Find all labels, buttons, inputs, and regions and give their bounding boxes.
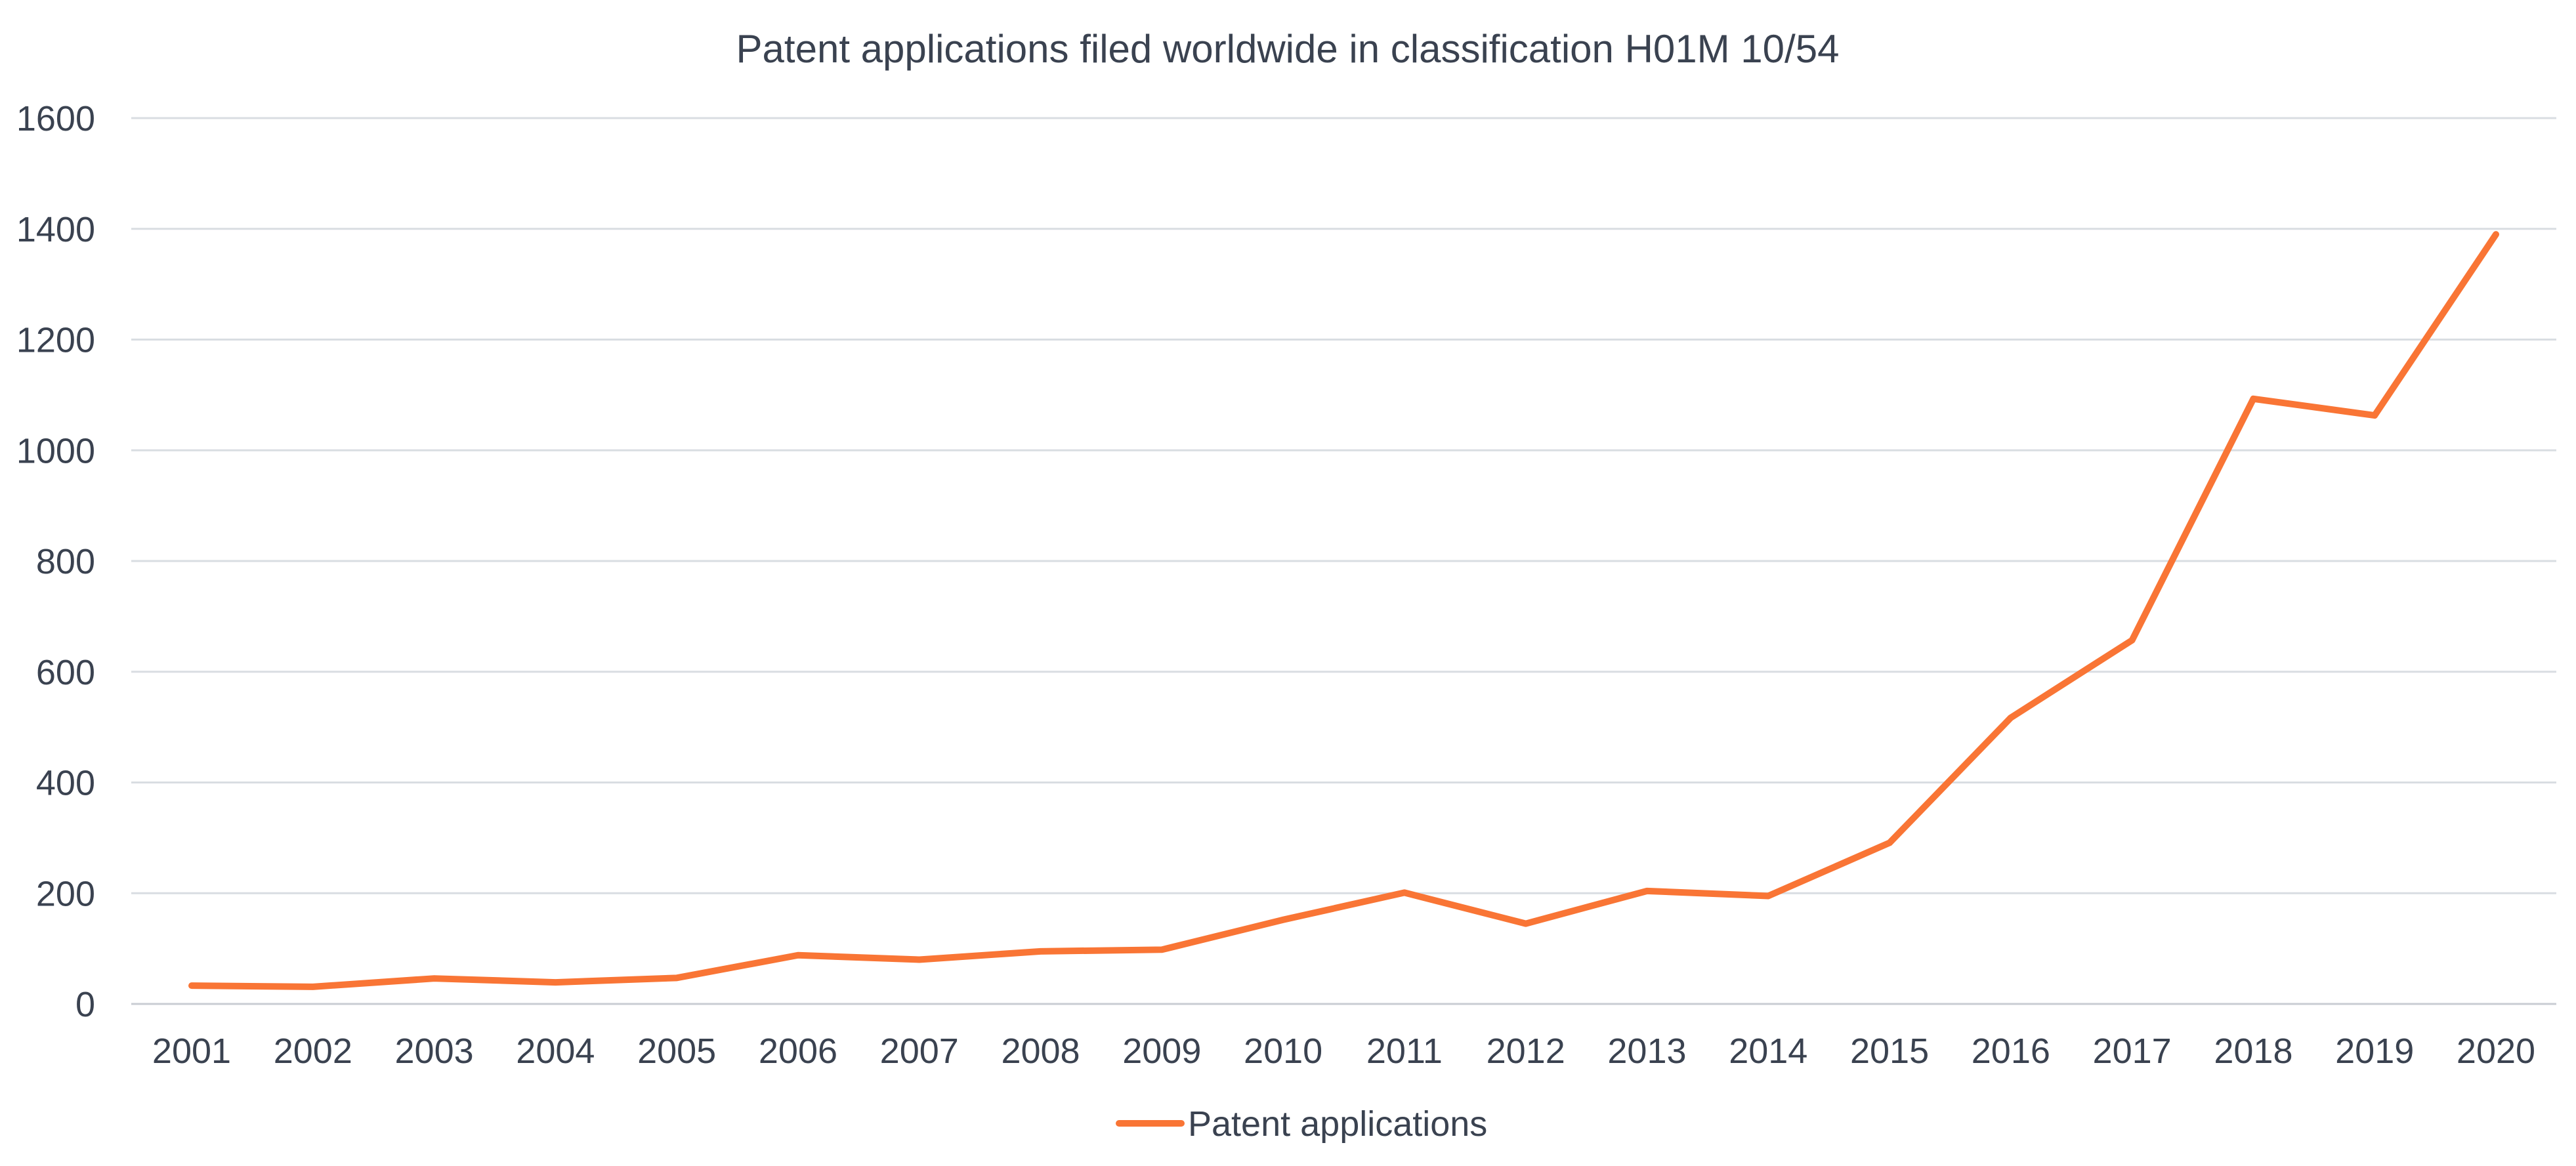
y-tick-label: 1200 [16,321,95,360]
x-tick-label: 2013 [1607,1031,1686,1071]
y-tick-label: 1000 [16,431,95,470]
x-tick-label: 2005 [637,1031,716,1071]
y-tick-label: 0 [75,985,95,1024]
x-tick-label: 2014 [1729,1031,1807,1071]
x-axis-ticks: 2001 2002 2003 2004 2005 2006 2007 2008 2009 2010… [152,1031,2535,1071]
x-tick-label: 2015 [1850,1031,1929,1071]
series-line [188,231,2499,990]
y-tick-label: 600 [36,653,95,692]
x-tick-label: 2009 [1122,1031,1201,1071]
x-tick-label: 2017 [2093,1031,2172,1071]
x-tick-label: 2006 [759,1031,837,1071]
y-tick-label: 800 [36,542,95,581]
x-tick-label: 2003 [395,1031,474,1071]
x-tick-label: 2020 [2457,1031,2535,1071]
x-tick-label: 2007 [880,1031,959,1071]
x-tick-label: 2019 [2335,1031,2414,1071]
series-layer [188,231,2499,990]
x-tick-label: 2004 [516,1031,595,1071]
x-tick-label: 2018 [2214,1031,2292,1071]
x-tick-label: 2008 [1001,1031,1080,1071]
y-tick-label: 200 [36,874,95,913]
chart-title: Patent applications filed worldwide in c… [736,27,1840,71]
x-tick-label: 2002 [274,1031,352,1071]
x-tick-label: 2012 [1487,1031,1565,1071]
x-tick-label: 2011 [1366,1031,1443,1071]
x-tick-label: 2001 [152,1031,231,1071]
y-tick-label: 400 [36,764,95,803]
legend: Patent applications [1116,1104,1487,1144]
y-tick-label: 1400 [16,210,95,249]
x-tick-label: 2016 [1972,1031,2050,1071]
x-tick-label: 2010 [1244,1031,1322,1071]
legend-label: Patent applications [1188,1104,1487,1144]
y-axis-ticks: 0 200 400 600 800 1000 1200 1400 1600 [16,99,95,1024]
y-tick-label: 1600 [16,99,95,138]
gridlines [131,117,2556,1005]
